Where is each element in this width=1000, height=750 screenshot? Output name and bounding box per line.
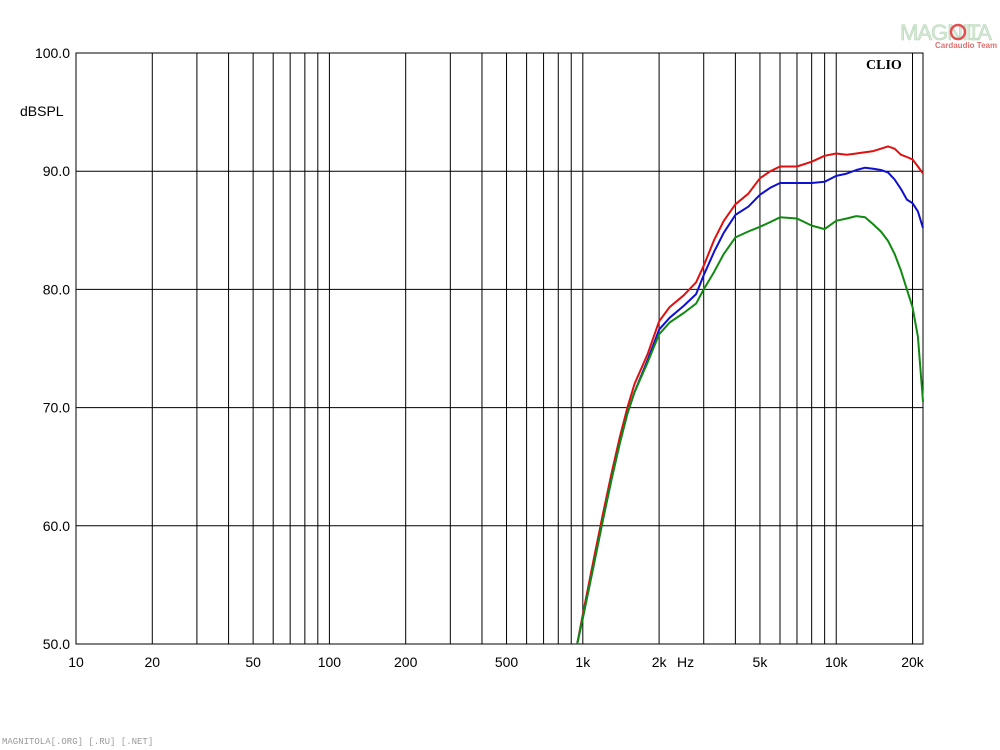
y-tick-label: 80.0 (43, 281, 70, 297)
logo-text-right: LA (966, 20, 992, 45)
y-tick-label: 70.0 (43, 400, 70, 416)
logo-text-left: MAGNIT (900, 20, 980, 45)
x-tick-label: 500 (495, 654, 519, 670)
y-axis-label: dBSPL (20, 103, 64, 119)
y-tick-label: 90.0 (43, 163, 70, 179)
clio-badge: CLIO (866, 58, 902, 73)
y-tick-label: 50.0 (43, 636, 70, 652)
magnitola-logo: MAGNIT LA Cardaudio Team (900, 20, 997, 50)
y-tick-label: 100.0 (35, 45, 70, 61)
x-tick-label: 200 (394, 654, 418, 670)
clio-badge-bg (862, 55, 912, 73)
tick-labels: 10 20 50 100 200 500 1k 2k 5k 10k 20k 50.0 60.0 70.0 8… (35, 45, 925, 670)
x-tick-label: 1k (575, 654, 591, 670)
x-tick-label: 20k (901, 654, 925, 670)
x-tick-label: 20 (144, 654, 160, 670)
curves (576, 145, 924, 645)
x-tick-label: 5k (753, 654, 769, 670)
footer-text: MAGNITOLA[.ORG] [.RU] [.NET] (2, 737, 153, 747)
x-tick-label: 10 (68, 654, 84, 670)
x-tick-label: 50 (245, 654, 261, 670)
x-tick-label: 2k (652, 654, 668, 670)
x-tick-label: 100 (318, 654, 342, 670)
logo-subtitle: Cardaudio Team (935, 41, 997, 50)
response-curve-1 (576, 145, 924, 645)
x-axis-unit: Hz (677, 654, 694, 670)
response-curve-3 (576, 215, 924, 645)
x-tick-label: 10k (825, 654, 849, 670)
plot-frame (75, 52, 924, 645)
logo-ring-icon (949, 23, 967, 41)
grid (76, 53, 923, 644)
y-tick-label: 60.0 (43, 518, 70, 534)
